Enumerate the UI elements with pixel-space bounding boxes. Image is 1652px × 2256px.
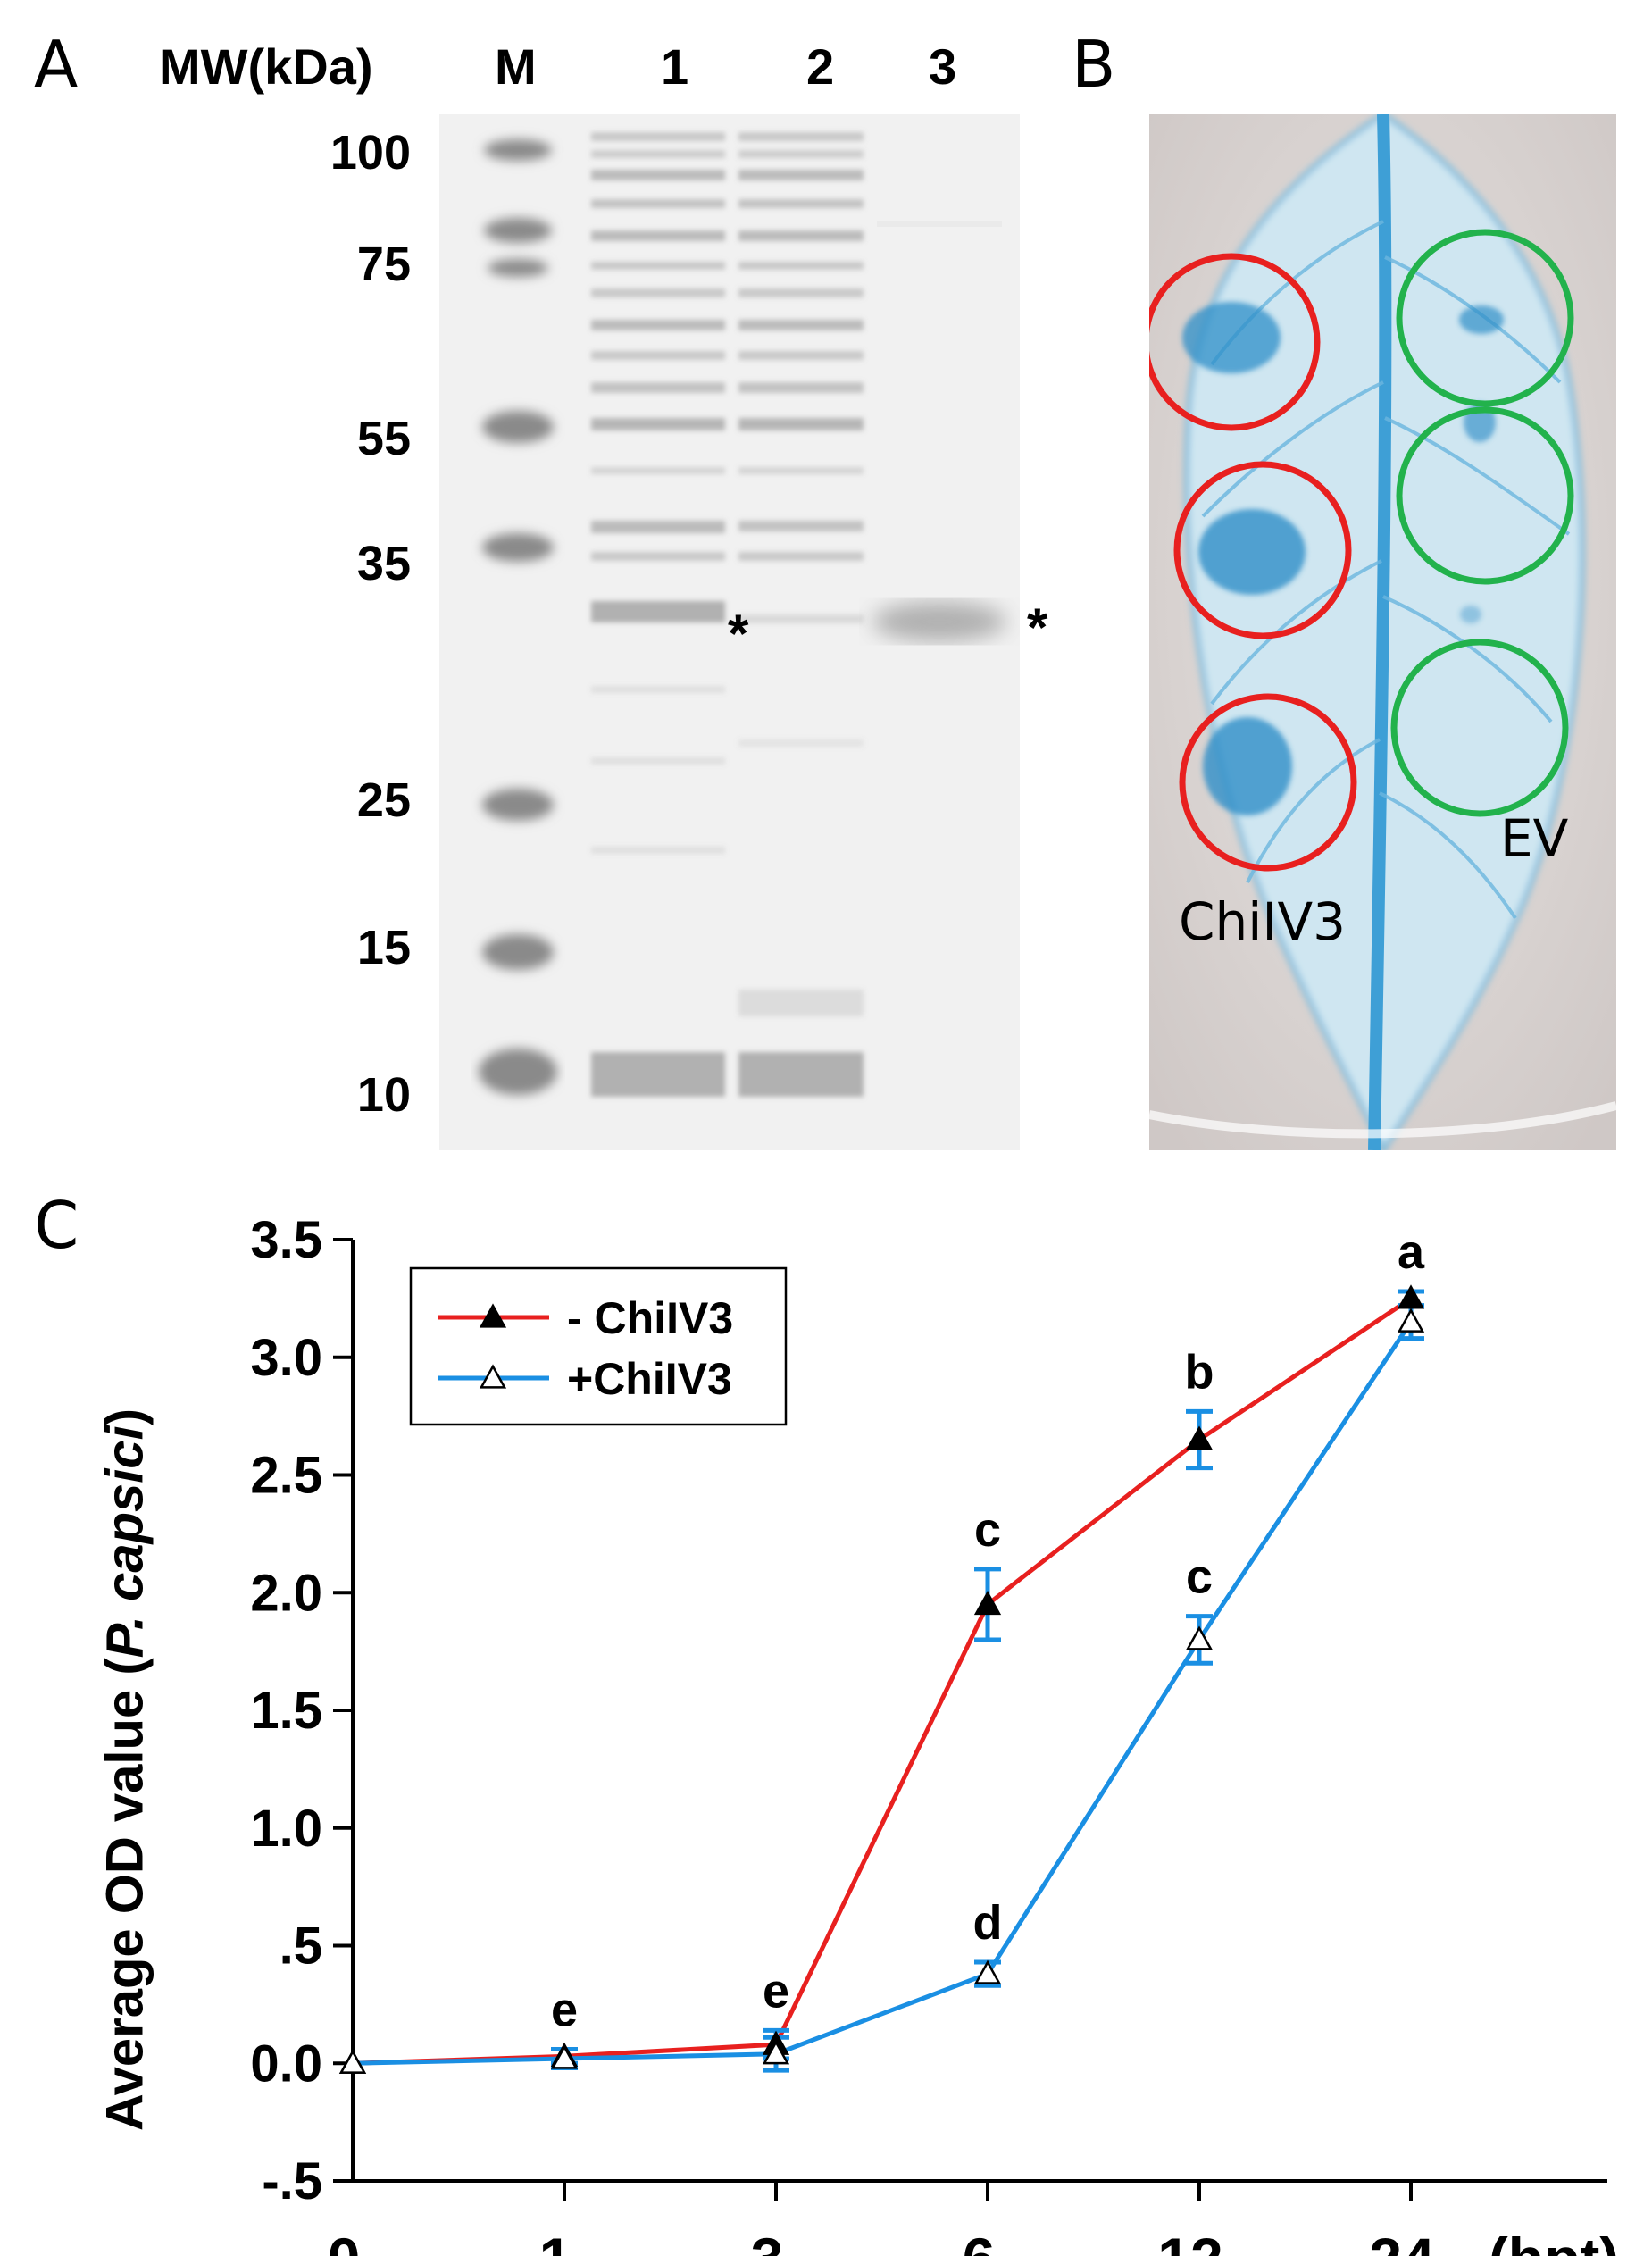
data-point-plus-chiiv3 bbox=[1185, 1625, 1214, 1650]
y-tick-label: 1.5 bbox=[250, 1682, 322, 1740]
series-line bbox=[352, 1320, 1414, 2066]
significance-letter: d bbox=[973, 1896, 1003, 1950]
mw-label-100: 100 bbox=[330, 126, 411, 180]
x-axis-unit-label: (hpt) bbox=[1489, 2226, 1620, 2256]
y-tick-label: 3.0 bbox=[250, 1329, 322, 1387]
data-point-plus-chiiv3 bbox=[1397, 1308, 1425, 1333]
panel-a-letter: A bbox=[34, 27, 79, 102]
legend-marker bbox=[479, 1364, 507, 1389]
significance-letter: a bbox=[1398, 1225, 1425, 1279]
x-tick-label: 0 bbox=[328, 2226, 361, 2256]
stained-leaf-image bbox=[1149, 114, 1616, 1150]
legend-label: +ChiIV3 bbox=[567, 1354, 732, 1404]
data-point-plus-chiiv3 bbox=[973, 1959, 1002, 1984]
panel-b-letter: B bbox=[1072, 27, 1116, 102]
lane-label-1: 1 bbox=[661, 38, 689, 95]
od-line-chart: 3.53.02.52.01.51.0.50.0-.501361224(hpt) … bbox=[250, 1211, 1619, 2256]
y-tick-label: 2.0 bbox=[250, 1564, 322, 1622]
leaf-label-chiiv3: ChiIV3 bbox=[1179, 891, 1347, 952]
chart-legend: - ChiIV3 +ChiIV3 bbox=[409, 1266, 788, 1426]
asterisk-lane-1: * bbox=[728, 604, 749, 664]
axes-layer: 3.5 3.0 2.5 2.0 1.5 1.0 .5 0.0 -.50 1 3 6 12 24 (hpt) bbox=[250, 1211, 1619, 2256]
data-point-plus-chiiv3 bbox=[550, 2044, 579, 2069]
series-layer: e e c d b c a bbox=[338, 1225, 1425, 2074]
mw-label-15: 15 bbox=[356, 921, 411, 974]
x-tick-label: 6 bbox=[963, 2226, 996, 2256]
lane-label-2: 2 bbox=[806, 38, 835, 95]
mw-label-25: 25 bbox=[356, 773, 411, 827]
data-point-minus-chiiv3 bbox=[1185, 1425, 1214, 1450]
y-tick-label: 1.0 bbox=[250, 1800, 322, 1858]
legend-label: - ChiIV3 bbox=[567, 1293, 733, 1343]
data-point-plus-chiiv3 bbox=[762, 2040, 790, 2065]
significance-letter: c bbox=[974, 1503, 1001, 1557]
data-point-minus-chiiv3 bbox=[973, 1590, 1002, 1616]
mw-label-35: 35 bbox=[356, 537, 411, 590]
significance-letter: b bbox=[1185, 1345, 1214, 1399]
y-tick-label: -.5 bbox=[262, 2152, 322, 2210]
x-tick-label: 3 bbox=[751, 2226, 784, 2256]
mw-label-55: 55 bbox=[356, 412, 411, 465]
data-point-minus-chiiv3 bbox=[1397, 1284, 1425, 1309]
panel-c-letter: C bbox=[34, 1188, 79, 1263]
significance-letter: e bbox=[551, 1983, 578, 2036]
y-tick-label: 3.5 bbox=[250, 1211, 322, 1269]
significance-letter: e bbox=[763, 1964, 789, 2018]
legend-box bbox=[409, 1266, 788, 1426]
leaf-label-ev: EV bbox=[1500, 808, 1569, 869]
y-tick-label: .5 bbox=[280, 1918, 322, 1976]
x-tick-label: 12 bbox=[1157, 2226, 1222, 2256]
lane-label-m: M bbox=[495, 38, 537, 95]
significance-letter: c bbox=[1186, 1550, 1213, 1604]
mw-label-10: 10 bbox=[356, 1068, 411, 1122]
asterisk-lane-3: * bbox=[1027, 597, 1048, 657]
y-tick-label: 2.5 bbox=[250, 1447, 322, 1505]
x-tick-label: 1 bbox=[539, 2226, 572, 2256]
y-tick-label: 0.0 bbox=[250, 2035, 322, 2093]
protein-gel-image bbox=[439, 114, 1020, 1150]
mw-header: MW(kDa) bbox=[159, 38, 373, 95]
x-tick-label: 24 bbox=[1369, 2226, 1435, 2256]
legend-marker bbox=[479, 1303, 507, 1328]
mw-label-75: 75 bbox=[356, 238, 411, 291]
data-point-plus-chiiv3 bbox=[338, 2049, 367, 2074]
lane-label-3: 3 bbox=[929, 38, 957, 95]
